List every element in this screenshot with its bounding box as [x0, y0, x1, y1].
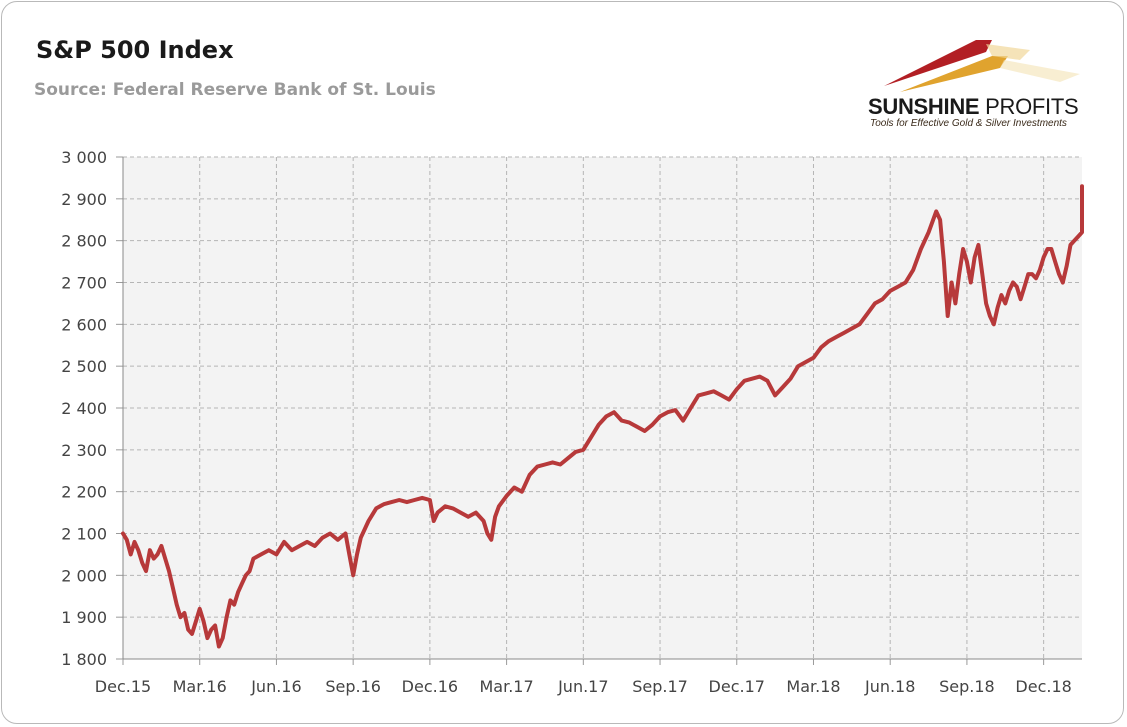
logo-swoosh-icon: [884, 40, 1080, 92]
y-tick-label: 3 000: [61, 148, 107, 167]
x-tick-label: Dec.18: [1015, 677, 1071, 696]
y-tick-label: 2 900: [61, 190, 107, 209]
sp500-series-line: [121, 184, 1084, 649]
y-tick-label: 2 400: [61, 399, 107, 418]
y-tick-label: 2 100: [61, 525, 107, 544]
y-tick-label: 2 300: [61, 441, 107, 460]
y-tick-label: 2 500: [61, 357, 107, 376]
y-tick-label: 2 600: [61, 315, 107, 334]
sunshine-profits-logo: SUNSHINE PROFITS Tools for Effective Gol…: [860, 34, 1090, 134]
x-tick-label: Dec.15: [95, 677, 151, 696]
x-tick-label: Mar.18: [786, 677, 840, 696]
tick-labels: 1 800 1 900 2 000 2 100 2 200 2 300 2 400 2 500…: [61, 148, 1072, 696]
x-tick-label: Sep.16: [325, 677, 381, 696]
x-tick-label: Mar.17: [480, 677, 534, 696]
logo-name: SUNSHINE PROFITS: [868, 94, 1079, 119]
y-tick-label: 2 200: [61, 483, 107, 502]
x-tick-label: Sep.17: [632, 677, 688, 696]
logo-tagline: Tools for Effective Gold & Silver Invest…: [870, 118, 1067, 129]
x-tick-label: Mar.16: [173, 677, 227, 696]
y-tick-label: 1 900: [61, 608, 107, 627]
y-tick-label: 2 800: [61, 232, 107, 251]
chart-subtitle: Source: Federal Reserve Bank of St. Loui…: [34, 80, 436, 100]
y-tick-label: 1 800: [61, 650, 107, 669]
x-tick-label: Dec.16: [402, 677, 458, 696]
x-tick-label: Jun.17: [557, 677, 608, 696]
chart-title: S&P 500 Index: [36, 36, 234, 64]
x-tick-label: Sep.18: [939, 677, 995, 696]
x-tick-label: Dec.17: [709, 677, 765, 696]
x-tick-label: Jun.16: [250, 677, 301, 696]
x-tick-label: Jun.18: [864, 677, 915, 696]
y-tick-label: 2 000: [61, 566, 107, 585]
axis-layer: [116, 156, 1082, 665]
y-tick-label: 2 700: [61, 274, 107, 293]
